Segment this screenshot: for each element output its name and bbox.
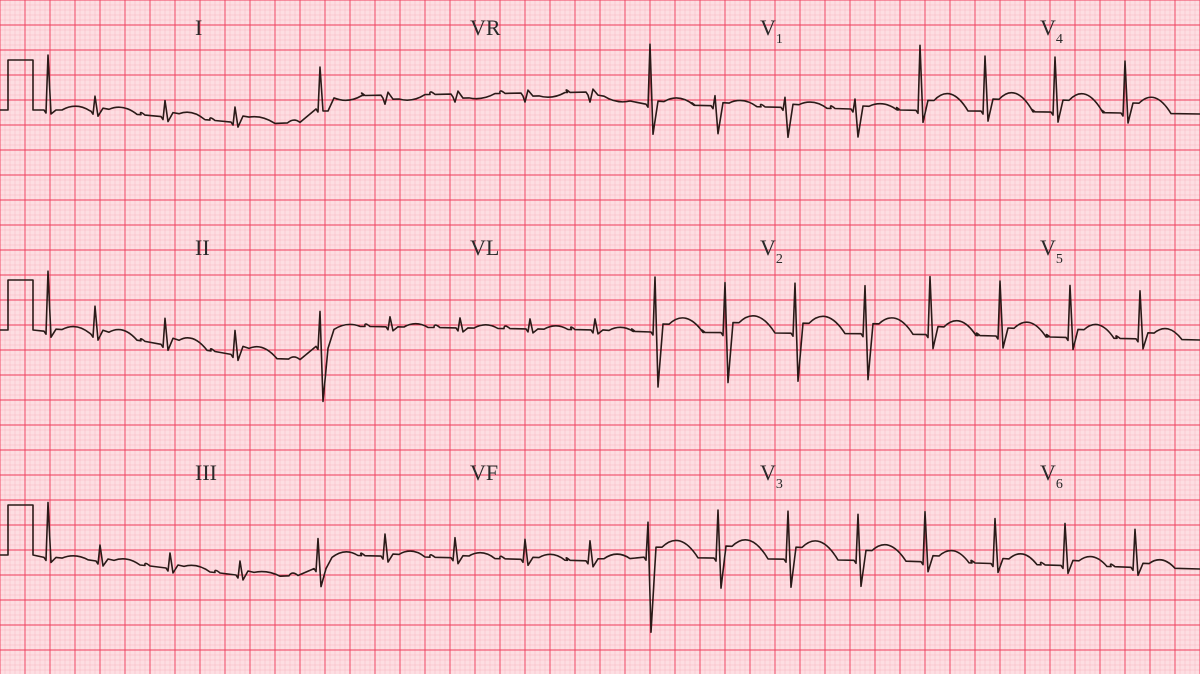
lead-label: III	[195, 460, 217, 485]
lead-label: VR	[470, 15, 501, 40]
lead-label: VF	[470, 460, 498, 485]
ecg-svg: IVRV1V4IIVLV2V5IIIVFV3V6	[0, 0, 1200, 674]
lead-label: I	[195, 15, 202, 40]
lead-label: VL	[470, 235, 499, 260]
lead-label: II	[195, 235, 210, 260]
ecg-strip: IVRV1V4IIVLV2V5IIIVFV3V6	[0, 0, 1200, 674]
